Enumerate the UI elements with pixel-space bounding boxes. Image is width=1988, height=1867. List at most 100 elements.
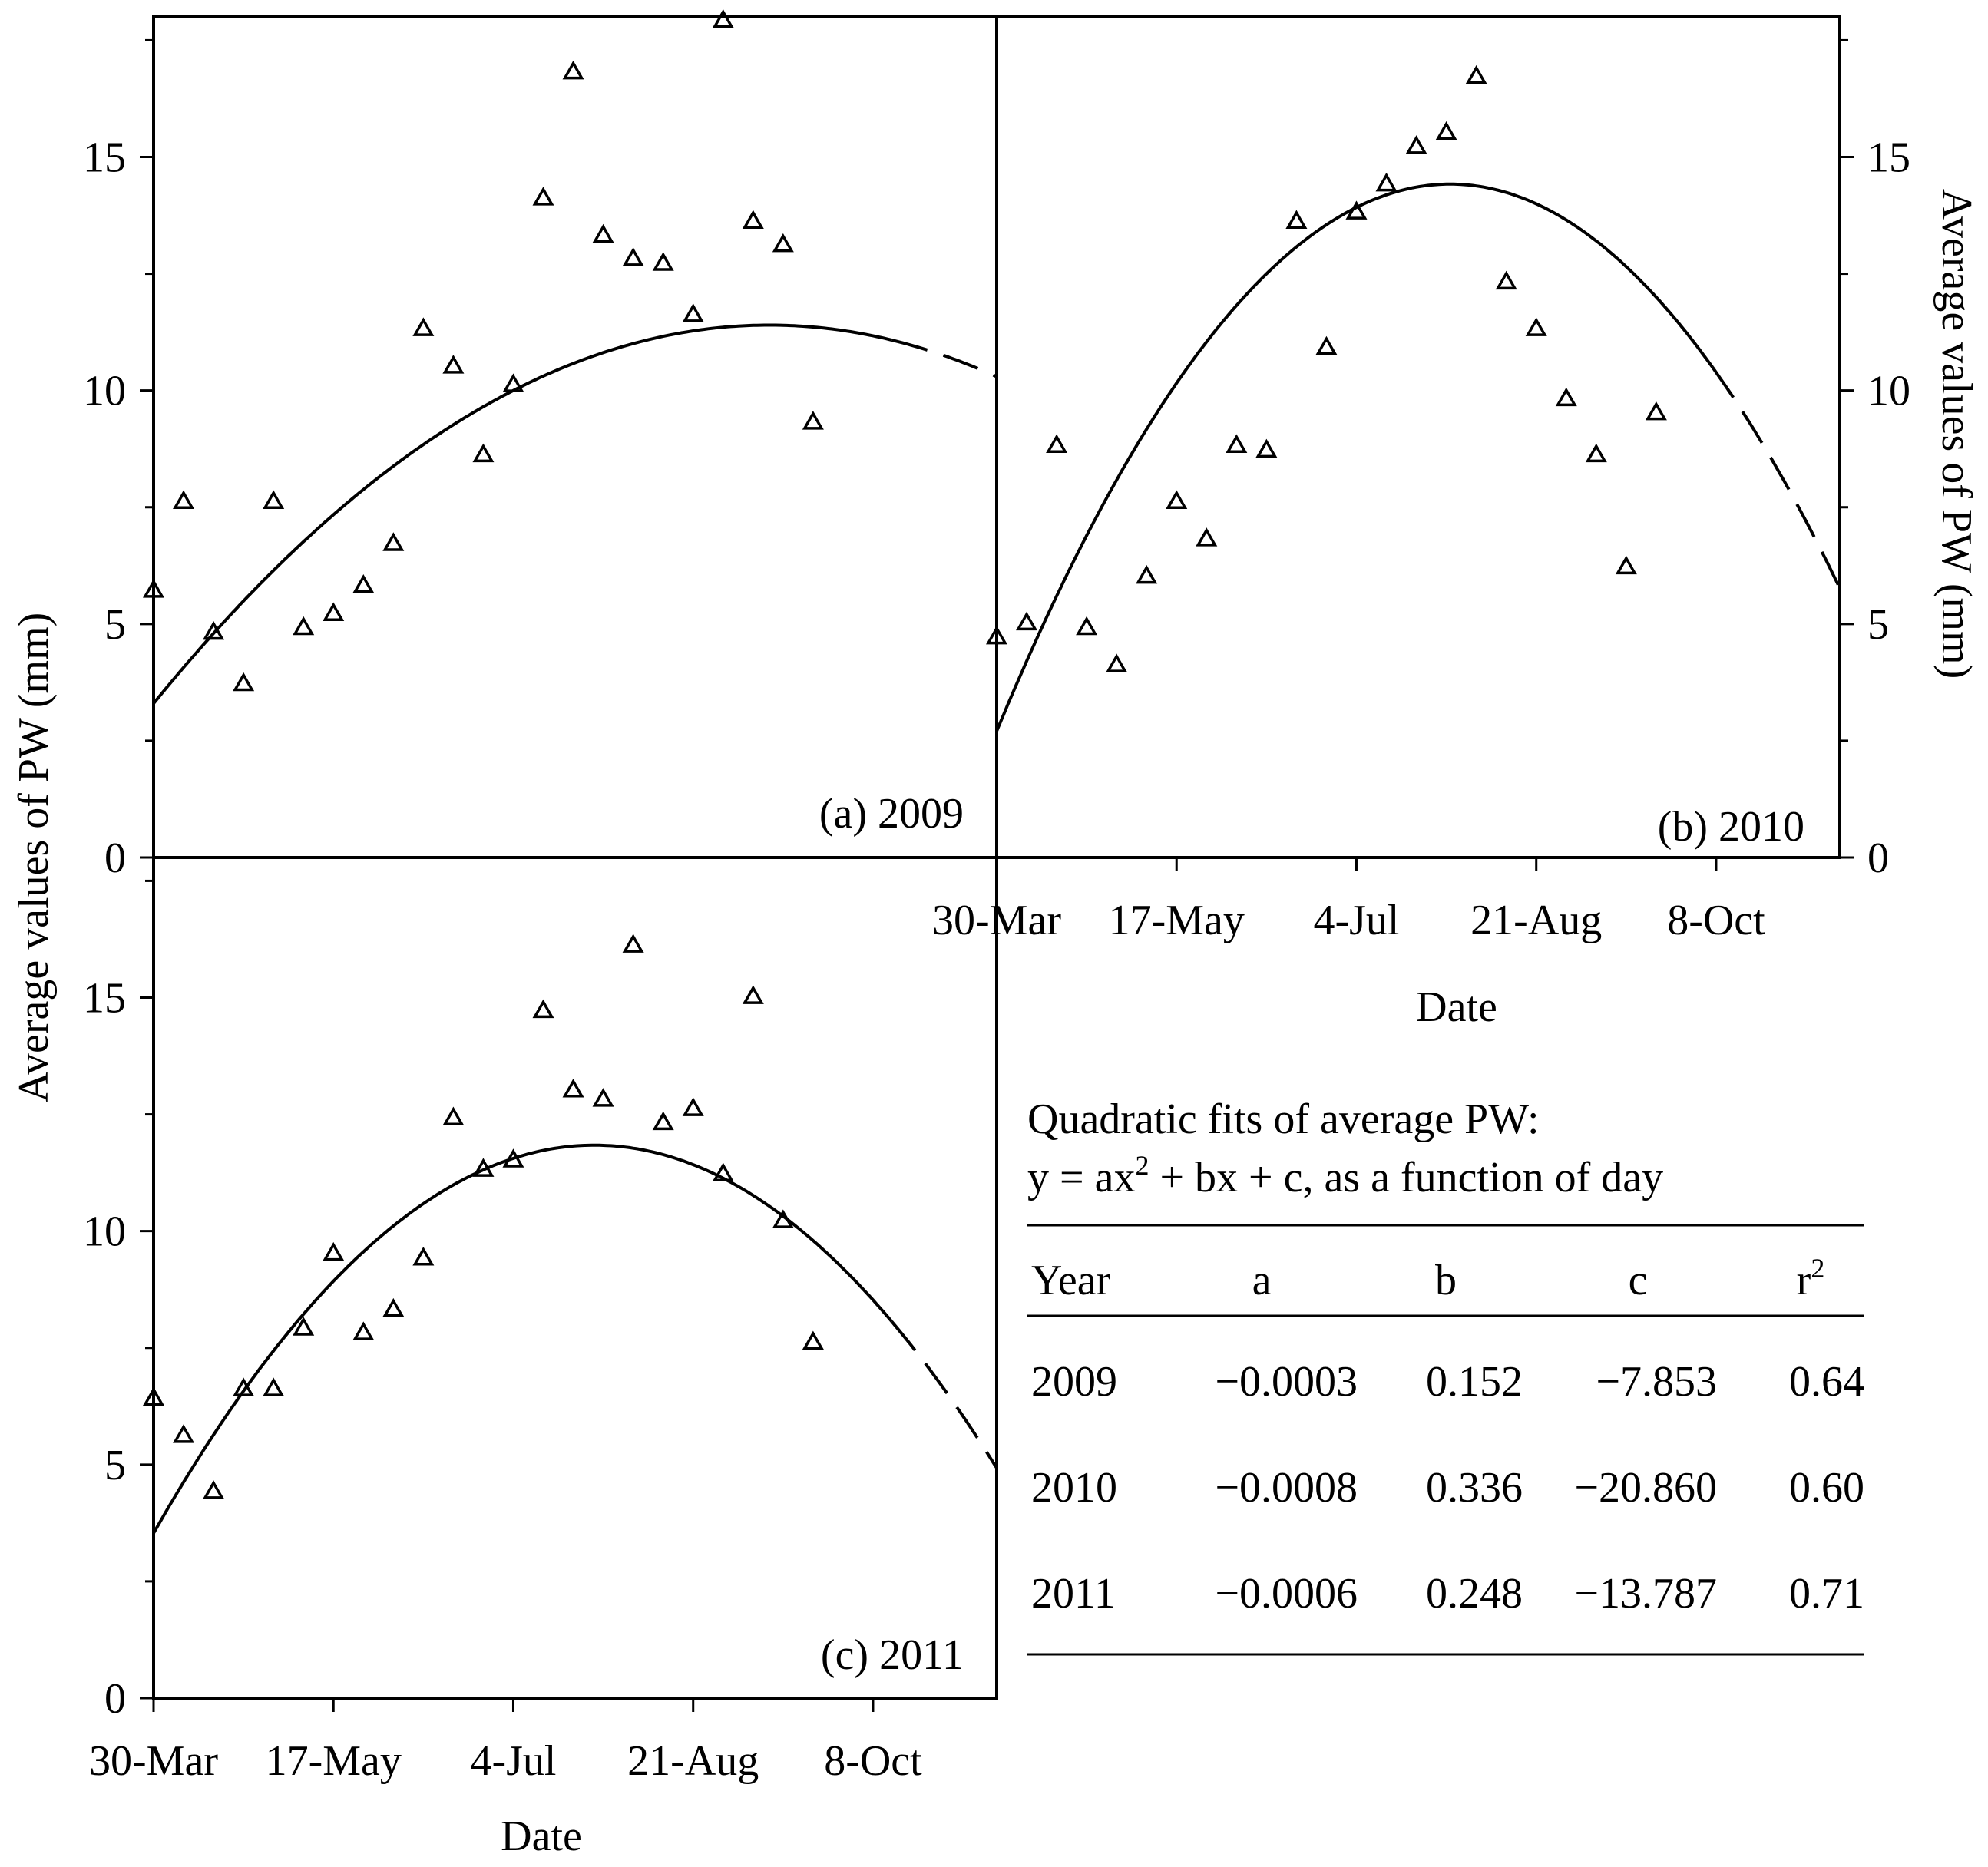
row-r2: 0.60	[1789, 1464, 1864, 1512]
right-y-axis-title: Average values of PW (mm)	[1933, 189, 1980, 679]
panel-b-data-point	[1555, 387, 1577, 407]
panel-c-data-point	[203, 1480, 225, 1499]
panel-b-data-point	[1525, 317, 1547, 336]
panel-a-data-point	[263, 490, 285, 510]
panel-a-fit-curve-extrapolated	[891, 339, 997, 378]
panel-c-data-point	[293, 1317, 315, 1336]
panel-c-data-point	[742, 985, 764, 1004]
panel-b-data-point	[1106, 653, 1128, 672]
panel-a-data-point	[772, 233, 794, 253]
panel-c-y-tick-label: 15	[83, 975, 126, 1023]
table-title-line1: Quadratic fits of average PW:	[1027, 1095, 1540, 1143]
panel-frames	[152, 15, 1841, 1700]
table-row: 2011 −0.0006 0.248 −13.787 0.71	[1031, 1570, 1864, 1618]
panel-b-x-axis-title: Date	[1416, 983, 1497, 1031]
panel-c-label: (c) 2011	[821, 1631, 964, 1679]
header-r2: r2	[1797, 1253, 1825, 1304]
panel-a-data-point	[472, 443, 495, 463]
panel-c-data-point	[802, 1330, 824, 1350]
panel-b-data-point	[1255, 438, 1278, 458]
fit-table: Quadratic fits of average PW: y = ax2 + …	[1027, 1095, 1864, 1656]
panel-c-data-point	[652, 1111, 674, 1131]
row-b: 0.248	[1426, 1570, 1523, 1618]
panel-c-x-tick-label: 21-Aug	[627, 1737, 759, 1785]
panel-a-data-point	[682, 303, 704, 322]
table-title-line2-pre: y = ax	[1027, 1154, 1135, 1201]
panel-b-label: (b) 2010	[1658, 803, 1804, 851]
panel-b-data-point	[1076, 616, 1098, 636]
panel-b-data-point	[1196, 527, 1218, 547]
row-a: −0.0008	[1215, 1464, 1358, 1512]
panel-b-x-tick-label: 8-Oct	[1667, 897, 1765, 944]
header-c: c	[1629, 1257, 1648, 1304]
panel-c-data-point	[472, 1158, 495, 1177]
panel-a-data-point	[622, 247, 644, 266]
panel-c-y-tick-label: 10	[83, 1208, 126, 1256]
panel-a-data-point	[173, 490, 195, 510]
panel-c-x-tick-label: 8-Oct	[824, 1737, 922, 1785]
panel-a-y-tick-label: 5	[104, 601, 126, 649]
header-r-sup: 2	[1811, 1253, 1824, 1284]
panel-c-data-point	[592, 1088, 614, 1107]
panel-c-frame	[152, 856, 998, 1700]
panel-a-y-tick-label: 15	[83, 134, 126, 182]
panel-b-y-tick-label: 5	[1867, 601, 1889, 649]
header-b: b	[1435, 1257, 1457, 1304]
panel-c-data-point	[712, 1162, 734, 1182]
panel-b-data-point	[1136, 564, 1158, 584]
table-row: 2009 −0.0003 0.152 −7.853 0.64	[1031, 1358, 1864, 1406]
panel-b-data-point	[1465, 64, 1487, 84]
panel-c-data-point	[562, 1078, 584, 1098]
panel-c-fit-curve	[152, 1143, 893, 1535]
panel-a-data-point	[532, 187, 554, 206]
panel-a-data-point	[502, 373, 524, 392]
panel-a-data-point	[652, 252, 674, 271]
panel-c-y-tick-label: 5	[104, 1442, 126, 1489]
panel-c-data-point	[233, 1377, 255, 1396]
row-r2: 0.64	[1789, 1358, 1864, 1406]
panel-a-data-point	[382, 532, 405, 551]
panel-c-data-point	[352, 1321, 375, 1340]
panel-c-data-point	[412, 1246, 435, 1266]
panel-b-x-tick-label: 21-Aug	[1470, 897, 1602, 944]
panel-b-data-point	[1495, 270, 1517, 290]
header-r: r	[1797, 1257, 1811, 1304]
panel-c-fit-curve-extrapolated	[890, 1320, 998, 1469]
panel-c-x-axis-title: Date	[501, 1812, 582, 1860]
panel-c-x-tick-label: 17-May	[266, 1737, 402, 1785]
panel-b-data-point	[1435, 121, 1457, 140]
panel-c-data-point	[263, 1377, 285, 1396]
panel-b-data-point	[1615, 555, 1637, 575]
panel-b-data-point	[1405, 135, 1427, 154]
panel-a-data-point	[412, 317, 435, 336]
panel-a-y-tick-label: 10	[83, 368, 126, 415]
panel-b-data-point	[1166, 490, 1188, 510]
header-a: a	[1252, 1257, 1272, 1304]
panel-c-data-point	[442, 1106, 465, 1126]
panel-c-data-point	[173, 1424, 195, 1443]
panel-a-data-point	[802, 411, 824, 430]
panel-a-y-tick-label: 0	[104, 834, 126, 882]
panel-c-x-tick-label: 4-Jul	[470, 1737, 556, 1785]
panel-a-data-point	[562, 60, 584, 80]
table-title-line2-sup: 2	[1135, 1150, 1149, 1181]
panel-c-data-point	[682, 1097, 704, 1116]
panel-a-data-point	[203, 620, 225, 640]
panel-a-data-point	[712, 8, 734, 28]
row-b: 0.152	[1426, 1358, 1523, 1406]
table-row: 2010 −0.0008 0.336 −20.860 0.60	[1031, 1464, 1864, 1512]
panel-b-data-point	[1585, 443, 1607, 463]
row-year: 2009	[1031, 1358, 1117, 1406]
panel-a-label: (a) 2009	[819, 790, 964, 838]
panel-b-x-tick-label: 30-Mar	[932, 897, 1061, 944]
panel-c-data-point	[323, 1241, 345, 1261]
row-r2: 0.71	[1789, 1570, 1864, 1618]
panel-c-data-point	[502, 1148, 524, 1168]
panel-a-data-point	[442, 355, 465, 374]
panel-b-y-tick-label: 10	[1867, 368, 1910, 415]
header-year: Year	[1031, 1257, 1111, 1304]
panel-c-data-point	[142, 1386, 165, 1406]
panel-b-data-point	[1046, 434, 1068, 454]
row-year: 2011	[1031, 1570, 1116, 1618]
